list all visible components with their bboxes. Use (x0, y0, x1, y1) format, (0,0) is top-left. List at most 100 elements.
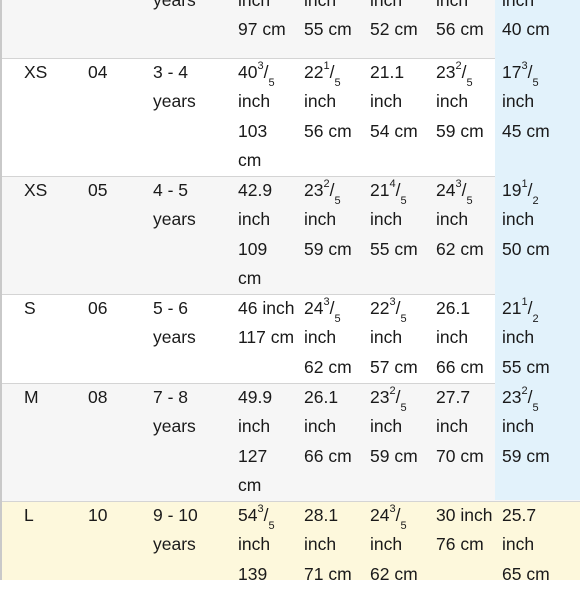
fraction-slash: / (263, 62, 269, 82)
cell-line: inch (370, 534, 403, 555)
cell-line: inch (238, 0, 271, 10)
cell-line: inch (502, 209, 535, 230)
fraction-numerator: 1 (521, 178, 528, 191)
cell-line: 57 cm (370, 356, 418, 377)
cell-line: 42.9 (238, 180, 273, 200)
cell-code: 08 (88, 383, 107, 412)
fraction-whole: 23 (436, 62, 456, 82)
cell-c1: 403/5 inch 103 cm (238, 58, 275, 176)
fraction-value: 214/5 (370, 176, 418, 206)
fraction-numerator: 3 (389, 296, 396, 309)
fraction-denominator: 5 (334, 194, 341, 207)
cell-size: XS (24, 58, 47, 87)
cell-line: 25.7 (502, 505, 537, 525)
fraction-value: 173/5 (502, 58, 550, 89)
cell-c1: 543/5 inch 139 (238, 501, 275, 589)
fraction-slash: / (395, 387, 401, 407)
fraction-numerator: 1 (323, 60, 330, 73)
fraction-whole: 19 (502, 180, 522, 200)
cell-line: 55 cm (370, 238, 418, 259)
cell-line: XS (24, 180, 48, 200)
table-row (2, 58, 580, 176)
table-row (2, 294, 580, 383)
fraction-denominator: 5 (532, 76, 539, 89)
cell-line: 55 cm (502, 356, 550, 377)
fraction-numerator: 2 (389, 385, 396, 398)
cell-line: inch (436, 416, 469, 437)
cell-c5: 211/2 inch 55 cm (502, 294, 550, 382)
fraction-whole: 24 (370, 505, 390, 525)
table-row (2, 0, 580, 58)
cell-line: 59 cm (436, 120, 484, 141)
fraction-denominator: 5 (268, 519, 275, 532)
fraction-value: 243/5 (370, 501, 418, 531)
fraction-slash: / (527, 62, 533, 82)
cell-c4: inch 56 cm (436, 0, 484, 45)
fraction-slash: / (329, 62, 335, 82)
cell-c3: 243/5 inch 62 cm (370, 501, 418, 589)
fraction-numerator: 3 (257, 503, 264, 516)
cell-line: 56 cm (436, 19, 484, 40)
cell-c4: 27.7 inch 70 cm (436, 383, 484, 471)
cell-line: cm (238, 150, 262, 171)
cell-line: 103 (238, 120, 268, 141)
fraction-numerator: 2 (521, 385, 528, 398)
cell-line: 62 cm (304, 356, 352, 377)
cell-line: L (24, 505, 34, 525)
cell-line: 45 cm (502, 120, 550, 141)
fraction-denominator: 2 (532, 312, 539, 325)
cell-line: M (24, 387, 39, 407)
fraction-numerator: 3 (323, 296, 330, 309)
cell-size: S (24, 294, 36, 323)
fraction-value: 403/5 (238, 58, 275, 88)
fraction-slash: / (395, 505, 401, 525)
cell-line: 30 inch (436, 505, 493, 525)
cell-line: inch (370, 0, 403, 10)
fraction-slash: / (461, 62, 467, 82)
cell-line: 21.1 (370, 62, 405, 82)
cell-c5: inch 40 cm (502, 0, 550, 45)
cell-line: 109 (238, 238, 268, 259)
fraction-denominator: 5 (400, 401, 407, 414)
cell-line: 06 (88, 298, 108, 318)
cell-size: XS (24, 176, 47, 205)
cell-line: 9 - 10 (153, 505, 198, 525)
cell-age: 5 - 6 years (153, 294, 196, 353)
cell-line: 26.1 (436, 298, 471, 318)
fraction-denominator: 2 (532, 194, 539, 207)
cell-size: L (24, 501, 34, 530)
fraction-whole: 17 (502, 62, 522, 82)
cell-line: inch (370, 209, 403, 230)
cell-c2: 26.1 inch 66 cm (304, 383, 352, 471)
cell-line: inch (304, 0, 337, 10)
cell-c3: 214/5 inch 55 cm (370, 176, 418, 264)
cell-line: inch (370, 416, 403, 437)
fraction-numerator: 3 (257, 60, 264, 73)
cell-line: inch (436, 327, 469, 348)
fraction-slash: / (527, 180, 533, 200)
cell-c1: 42.9 inch 109 cm (238, 176, 272, 294)
cell-line: 139 (238, 563, 268, 584)
cell-line: 52 cm (370, 19, 418, 40)
cell-line: inch (304, 91, 337, 112)
fraction-denominator: 5 (466, 194, 473, 207)
cell-line: 27.7 (436, 387, 471, 407)
fraction-slash: / (527, 298, 533, 318)
cell-code: 05 (88, 176, 107, 205)
fraction-whole: 24 (436, 180, 456, 200)
fraction-whole: 40 (238, 62, 258, 82)
fraction-whole: 23 (502, 387, 522, 407)
cell-c2: 232/5 inch 59 cm (304, 176, 352, 264)
fraction-whole: 23 (370, 387, 390, 407)
cell-code: 06 (88, 294, 107, 323)
fraction-slash: / (329, 298, 335, 318)
cell-line: inch (238, 91, 271, 112)
fraction-whole: 23 (304, 180, 324, 200)
fraction-numerator: 2 (455, 60, 462, 73)
cell-line: 66 cm (436, 356, 484, 377)
cell-age: 9 - 10 years (153, 501, 198, 560)
cell-line: inch (436, 0, 469, 10)
cell-line: inch (370, 327, 403, 348)
cell-c3: 232/5 inch 59 cm (370, 383, 418, 471)
